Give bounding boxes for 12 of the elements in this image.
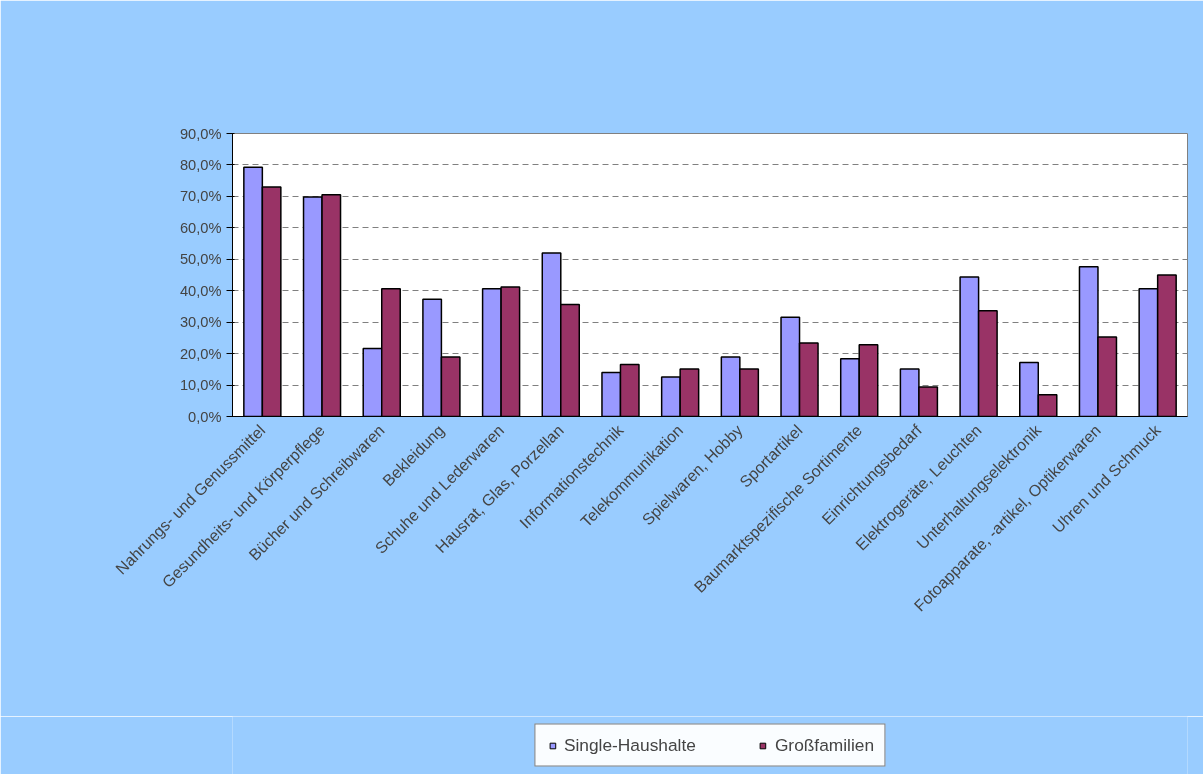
y-tick-label: 10,0%: [179, 377, 222, 394]
y-tick-label: 60,0%: [179, 219, 222, 236]
y-tick-label: 30,0%: [179, 314, 222, 331]
y-tick-label: 20,0%: [179, 345, 222, 362]
y-tick-label: 70,0%: [179, 188, 222, 205]
y-tick-label: 90,0%: [179, 125, 222, 142]
legend-label: Single-Haushalte: [563, 734, 696, 756]
y-tick-label: 0,0%: [188, 408, 222, 425]
legend-label: Großfamilien: [774, 734, 875, 756]
y-tick-label: 40,0%: [179, 282, 222, 299]
y-tick-label: 50,0%: [179, 251, 222, 268]
y-tick-label: 80,0%: [179, 156, 222, 173]
